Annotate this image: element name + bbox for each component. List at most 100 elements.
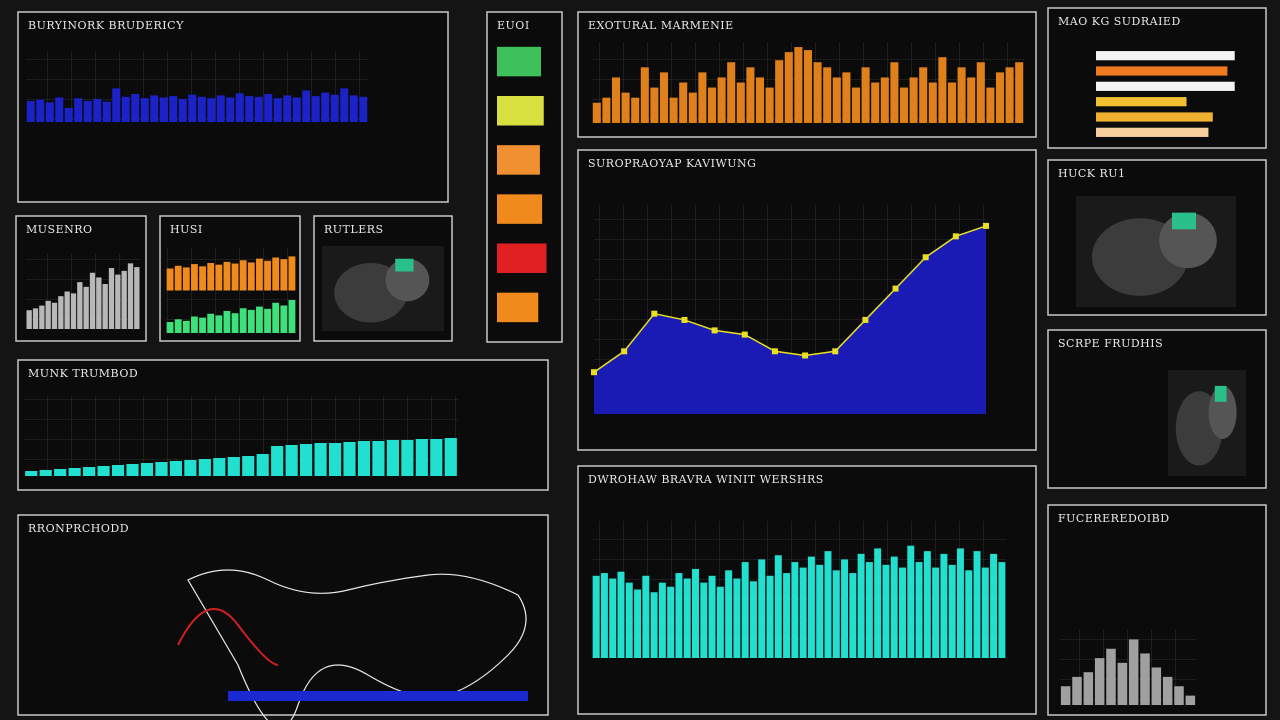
bar <box>755 77 765 123</box>
bar <box>121 270 127 329</box>
bar <box>957 67 966 123</box>
bar <box>973 551 981 658</box>
bar <box>386 440 399 476</box>
bar <box>890 62 899 123</box>
bar <box>239 308 247 333</box>
bar <box>803 50 813 123</box>
bar <box>36 99 45 122</box>
bar <box>207 98 216 122</box>
bar <box>254 96 263 122</box>
bar <box>131 94 140 122</box>
bar <box>226 97 235 122</box>
bar <box>314 443 327 476</box>
bar <box>497 292 539 323</box>
bar <box>688 92 697 123</box>
bar <box>708 575 716 658</box>
bar <box>658 582 666 658</box>
bar <box>625 582 633 658</box>
bar <box>707 87 717 123</box>
bar <box>302 90 311 122</box>
bar <box>169 461 182 476</box>
bar <box>207 263 215 291</box>
bar <box>188 94 197 122</box>
image-accent <box>395 258 414 272</box>
bar <box>617 571 625 658</box>
bar <box>1162 676 1173 705</box>
bar <box>783 573 791 658</box>
bar <box>497 145 540 175</box>
bar <box>245 96 254 122</box>
bar <box>976 62 985 123</box>
bar <box>340 88 349 122</box>
bar <box>93 98 102 122</box>
bar <box>669 97 678 123</box>
point <box>952 233 959 240</box>
point <box>621 348 628 355</box>
bar <box>899 87 909 123</box>
bar <box>634 589 642 658</box>
bar <box>1174 686 1184 705</box>
bar <box>401 440 414 476</box>
bar <box>986 87 995 123</box>
bar <box>288 300 296 333</box>
bar <box>890 556 898 658</box>
bar <box>328 443 342 476</box>
bar <box>600 573 608 658</box>
bar <box>967 77 976 123</box>
panel-title: RRONPRCHODD <box>28 522 129 535</box>
bar <box>264 94 273 122</box>
bar <box>199 317 206 333</box>
bar <box>807 556 815 658</box>
bar <box>70 293 77 329</box>
bar <box>928 82 937 123</box>
panel-title: FUCEREREDOIBD <box>1058 512 1170 525</box>
bar <box>155 462 168 476</box>
bar <box>741 562 749 658</box>
bar <box>191 316 198 333</box>
bar <box>311 96 320 122</box>
point <box>832 348 839 355</box>
point <box>862 316 869 323</box>
bar <box>1096 66 1228 76</box>
bar <box>74 98 83 122</box>
bar <box>990 553 998 658</box>
bar <box>174 319 182 333</box>
panel-title: SUROPRAOYAP KAVIWUNG <box>588 157 756 170</box>
bar <box>774 555 782 658</box>
plot-grid <box>26 52 368 122</box>
bar <box>813 62 822 123</box>
bar <box>58 296 64 329</box>
bar <box>83 286 89 329</box>
bar <box>68 468 81 476</box>
bar <box>915 562 923 658</box>
bar <box>940 553 948 658</box>
bar <box>283 95 292 122</box>
bar <box>948 564 956 658</box>
bar <box>39 305 45 329</box>
panel-title: MAO KG SUDRAIED <box>1058 15 1181 28</box>
bar <box>231 313 239 333</box>
bar <box>851 87 861 123</box>
bar <box>621 92 630 123</box>
bar <box>256 258 263 291</box>
bar <box>871 82 880 123</box>
bar <box>998 562 1006 658</box>
bar <box>213 458 226 476</box>
bar <box>444 438 457 476</box>
bar <box>1128 639 1139 705</box>
bar <box>280 305 288 333</box>
bar <box>1015 62 1024 123</box>
bar <box>26 310 32 329</box>
bar <box>700 582 708 658</box>
point <box>892 285 899 292</box>
bar <box>938 57 947 123</box>
bar <box>159 97 168 122</box>
bar <box>415 439 428 476</box>
panel-title: HUSI <box>170 223 203 236</box>
bar <box>609 578 617 658</box>
bar <box>166 322 174 333</box>
bar <box>83 101 92 122</box>
panel-title: EUOI <box>497 19 530 32</box>
area-line <box>593 225 987 373</box>
